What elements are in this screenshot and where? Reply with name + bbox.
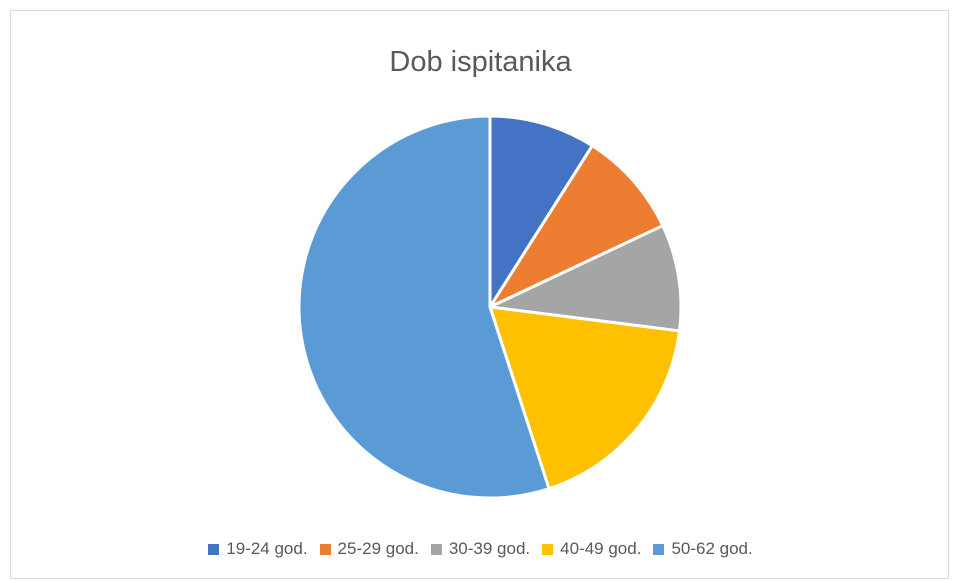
legend-label: 19-24 god.: [226, 539, 308, 558]
legend-item-1: 25-29 god.: [319, 539, 419, 559]
chart-title: Dob ispitanika: [389, 46, 572, 78]
pie-slice-3: [488, 305, 681, 491]
legend-swatch: [653, 543, 665, 555]
pie-slice-0: [488, 114, 594, 309]
legend-swatch: [319, 543, 331, 555]
legend-swatch: [542, 543, 554, 555]
legend-swatch: [430, 543, 442, 555]
legend-label: 40-49 god.: [560, 539, 642, 558]
chart-area: Dob ispitanika 19-24 god. 25-29 god. 30-39…: [10, 10, 949, 579]
legend-item-4: 50-62 god.: [653, 539, 753, 559]
pie-chart: [297, 114, 683, 500]
legend-label: 50-62 god.: [671, 539, 753, 558]
legend-item-2: 30-39 god.: [430, 539, 531, 559]
legend-swatch: [208, 543, 220, 555]
legend-item-3: 40-49 god.: [542, 539, 641, 559]
legend-label: 25-29 god.: [337, 539, 419, 558]
pie-slice-2: [488, 224, 683, 333]
legend-item-0: 19-24 god.: [208, 539, 308, 559]
pie-slice-4: [297, 114, 551, 500]
chart-legend: 19-24 god. 25-29 god. 30-39 god. 40-49 god.…: [11, 539, 950, 559]
pie-slice-1: [488, 144, 665, 309]
legend-label: 30-39 god.: [448, 539, 531, 558]
